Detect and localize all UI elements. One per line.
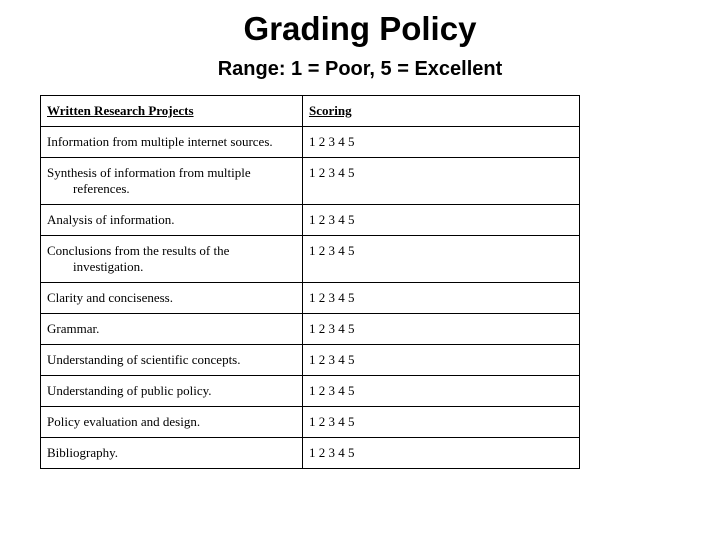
criteria-cell: Analysis of information. — [41, 205, 303, 236]
header-scoring: Scoring — [302, 96, 579, 127]
scoring-cell: 1 2 3 4 5 — [302, 158, 579, 205]
criteria-cell: Policy evaluation and design. — [41, 407, 303, 438]
table-row: Information from multiple internet sourc… — [41, 127, 580, 158]
page-subtitle: Range: 1 = Poor, 5 = Excellent — [40, 58, 680, 81]
page-container: Grading Policy Range: 1 = Poor, 5 = Exce… — [0, 0, 720, 469]
table-row: Grammar.1 2 3 4 5 — [41, 314, 580, 345]
criteria-text: Conclusions from the results of the inve… — [47, 243, 296, 275]
table-row: Policy evaluation and design.1 2 3 4 5 — [41, 407, 580, 438]
scoring-cell: 1 2 3 4 5 — [302, 205, 579, 236]
criteria-cell: Information from multiple internet sourc… — [41, 127, 303, 158]
table-row: Conclusions from the results of the inve… — [41, 236, 580, 283]
criteria-cell: Conclusions from the results of the inve… — [41, 236, 303, 283]
scoring-cell: 1 2 3 4 5 — [302, 236, 579, 283]
criteria-cell: Understanding of scientific concepts. — [41, 345, 303, 376]
grading-table: Written Research Projects Scoring Inform… — [40, 95, 580, 469]
table-row: Clarity and conciseness.1 2 3 4 5 — [41, 283, 580, 314]
scoring-cell: 1 2 3 4 5 — [302, 438, 579, 469]
criteria-cell: Understanding of public policy. — [41, 376, 303, 407]
criteria-cell: Synthesis of information from multiple r… — [41, 158, 303, 205]
header-criteria: Written Research Projects — [41, 96, 303, 127]
criteria-text: Synthesis of information from multiple r… — [47, 165, 296, 197]
criteria-cell: Bibliography. — [41, 438, 303, 469]
table-row: Synthesis of information from multiple r… — [41, 158, 580, 205]
criteria-cell: Clarity and conciseness. — [41, 283, 303, 314]
table-header-row: Written Research Projects Scoring — [41, 96, 580, 127]
scoring-cell: 1 2 3 4 5 — [302, 376, 579, 407]
scoring-cell: 1 2 3 4 5 — [302, 283, 579, 314]
table-row: Bibliography.1 2 3 4 5 — [41, 438, 580, 469]
page-title: Grading Policy — [40, 10, 680, 48]
scoring-cell: 1 2 3 4 5 — [302, 127, 579, 158]
table-row: Analysis of information.1 2 3 4 5 — [41, 205, 580, 236]
scoring-cell: 1 2 3 4 5 — [302, 345, 579, 376]
scoring-cell: 1 2 3 4 5 — [302, 314, 579, 345]
table-row: Understanding of public policy.1 2 3 4 5 — [41, 376, 580, 407]
table-row: Understanding of scientific concepts.1 2… — [41, 345, 580, 376]
table-body: Information from multiple internet sourc… — [41, 127, 580, 469]
scoring-cell: 1 2 3 4 5 — [302, 407, 579, 438]
criteria-cell: Grammar. — [41, 314, 303, 345]
